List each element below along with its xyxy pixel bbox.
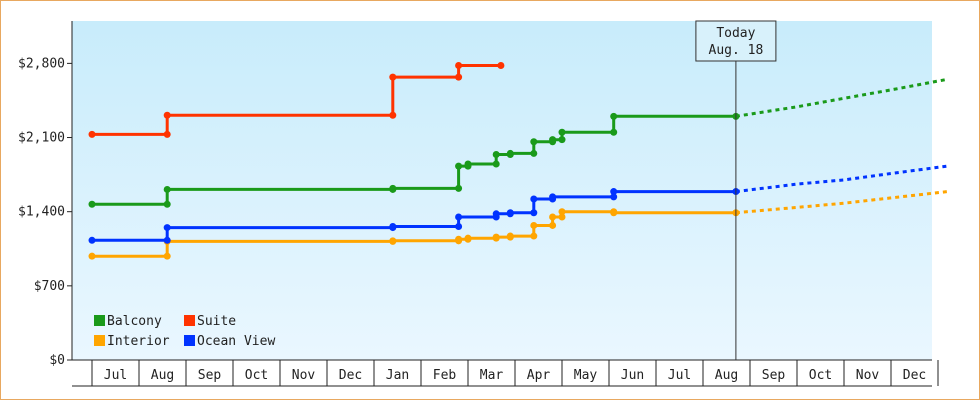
y-tick-label: $2,100 [18, 131, 65, 146]
x-tick-label: Feb [433, 368, 457, 383]
x-tick-label: Dec [903, 368, 926, 383]
y-tick-label: $0 [49, 353, 65, 368]
x-tick-label: Oct [245, 368, 268, 383]
x-tick-label: Mar [480, 368, 504, 383]
data-point-interior [530, 232, 538, 240]
data-point-ocean-view [610, 193, 618, 201]
data-point-suite [389, 73, 397, 81]
x-tick-label: May [574, 368, 598, 383]
legend-swatch [94, 315, 105, 326]
data-point-interior [88, 252, 96, 260]
data-point-ocean-view [455, 213, 463, 221]
data-point-interior [549, 213, 557, 221]
legend-label: Suite [197, 314, 236, 329]
data-point-interior [455, 235, 463, 243]
data-point-balcony [558, 136, 566, 144]
data-point-suite [163, 130, 171, 138]
data-point-suite [163, 111, 171, 119]
x-tick-label: Jun [621, 368, 644, 383]
x-tick-label: Jul [104, 368, 127, 383]
legend-label: Ocean View [197, 334, 275, 349]
x-tick-label: Dec [339, 368, 362, 383]
data-point-suite [497, 61, 505, 69]
legend-swatch [94, 335, 105, 346]
data-point-balcony [610, 112, 618, 120]
data-point-balcony [506, 149, 514, 157]
x-tick-label: Nov [292, 368, 316, 383]
data-point-suite [389, 111, 397, 119]
data-point-balcony [163, 200, 171, 208]
data-point-suite [88, 130, 96, 138]
legend-swatch [184, 315, 195, 326]
x-tick-label: Jul [668, 368, 691, 383]
data-point-ocean-view [455, 223, 463, 231]
x-tick-label: Nov [856, 368, 880, 383]
x-tick-label: Sep [198, 368, 222, 383]
data-point-ocean-view [549, 193, 557, 201]
data-point-ocean-view [389, 223, 397, 231]
data-point-balcony [530, 138, 538, 146]
data-point-interior [610, 209, 618, 217]
data-point-interior [464, 234, 472, 242]
x-tick-label: Sep [762, 368, 786, 383]
data-point-ocean-view [88, 236, 96, 244]
legend-label: Interior [107, 334, 170, 349]
data-point-interior [558, 208, 566, 216]
y-tick-label: $700 [34, 279, 65, 294]
data-point-ocean-view [610, 188, 618, 196]
data-point-interior [163, 252, 171, 260]
data-point-balcony [610, 128, 618, 136]
series-line-ocean-view [92, 190, 736, 242]
data-point-balcony [492, 160, 500, 168]
data-point-interior [389, 237, 397, 245]
data-point-balcony [455, 162, 463, 170]
x-tick-label: Jan [386, 368, 409, 383]
data-point-balcony [464, 160, 472, 168]
data-point-ocean-view [163, 236, 171, 244]
today-box [695, 20, 777, 62]
data-point-balcony [163, 185, 171, 193]
data-point-interior [558, 213, 566, 221]
legend-label: Balcony [107, 314, 162, 329]
data-point-suite [455, 73, 463, 81]
x-tick-label: Aug [715, 368, 738, 383]
data-point-ocean-view [530, 195, 538, 203]
x-tick-label: Oct [809, 368, 832, 383]
x-tick-label: Aug [151, 368, 174, 383]
legend-swatch [184, 335, 195, 346]
data-point-balcony [530, 149, 538, 157]
data-point-balcony [492, 150, 500, 158]
data-point-interior [530, 221, 538, 229]
forecast-line-balcony [735, 77, 948, 118]
data-point-suite [455, 61, 463, 69]
y-tick-label: $2,800 [18, 56, 65, 71]
data-point-balcony [455, 184, 463, 192]
today-label: Today [716, 26, 755, 41]
forecast-line-ocean-view [735, 164, 948, 194]
x-tick-label: Apr [527, 368, 551, 383]
data-point-ocean-view [506, 209, 514, 217]
data-point-balcony [558, 128, 566, 136]
data-point-balcony [88, 200, 96, 208]
data-point-balcony [389, 184, 397, 192]
data-point-ocean-view [492, 210, 500, 218]
forecast-line-interior [735, 190, 948, 215]
data-point-interior [549, 221, 557, 229]
data-point-interior [506, 232, 514, 240]
y-tick-label: $1,400 [18, 205, 65, 220]
data-point-ocean-view [163, 224, 171, 232]
data-point-interior [492, 233, 500, 241]
today-date: Aug. 18 [709, 43, 764, 58]
data-point-balcony [549, 136, 557, 144]
data-point-ocean-view [530, 209, 538, 217]
